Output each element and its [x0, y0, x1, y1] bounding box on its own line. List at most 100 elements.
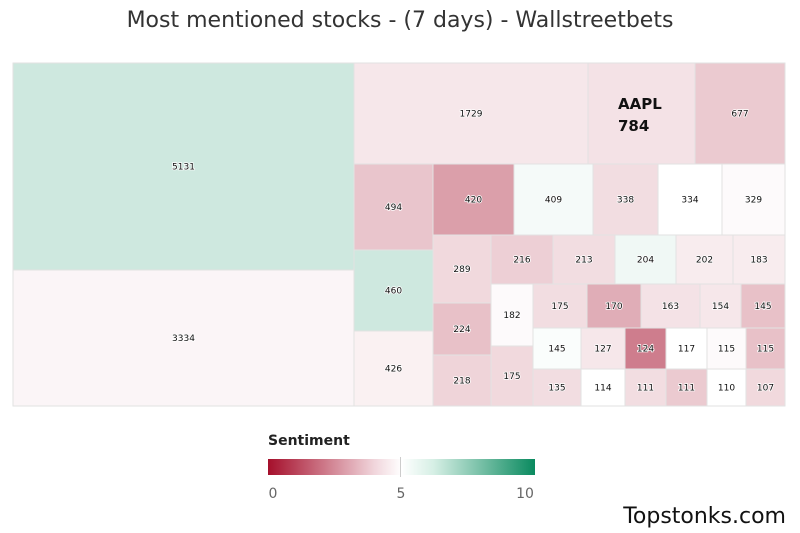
tile-rect: [532, 283, 588, 329]
tile-value-label: 135: [548, 384, 565, 394]
tile-value-label: 677: [731, 110, 748, 120]
tile-value-label: 163: [662, 302, 679, 312]
tile-value-label: 1729: [460, 110, 483, 120]
tile-value-label: 182: [503, 311, 520, 321]
tile-value-label: 3334: [172, 334, 195, 344]
brand-watermark: Topstonks.com: [623, 504, 786, 529]
treemap-tile: 494: [353, 163, 434, 251]
treemap: 5131 3334 1729 AAPL 784 677 494 420 409 338 334 329…: [12, 62, 786, 407]
treemap-tile: 110: [706, 368, 747, 407]
tile-value-label: 145: [754, 302, 771, 312]
tile-value-label: 218: [453, 377, 470, 387]
tile-value-label: 115: [757, 345, 774, 355]
legend-title: Sentiment: [268, 433, 350, 449]
tile-rect: [699, 283, 742, 329]
treemap-tile: 175: [490, 345, 534, 407]
treemap-tile: 183: [732, 234, 786, 285]
tile-value-label: 111: [678, 384, 695, 394]
legend-tick-0: 0: [268, 486, 278, 502]
treemap-tile: 218: [432, 354, 492, 407]
treemap-tile: 289: [432, 234, 492, 304]
legend-midpoint-marker: [400, 457, 403, 477]
tile-value-label: 216: [513, 256, 530, 266]
treemap-tile: 114: [580, 368, 626, 407]
tile-rect: [745, 368, 786, 407]
treemap-tile: 5131: [12, 62, 355, 271]
tile-value-label: 114: [594, 384, 611, 394]
tile-value-label: 124: [637, 345, 654, 355]
treemap-tile: 107: [745, 368, 786, 407]
tile-rect: [586, 283, 642, 329]
treemap-tile: AAPL 784: [587, 62, 696, 165]
tile-value-label: 115: [718, 345, 735, 355]
tile-value-label: 329: [745, 196, 762, 206]
tile-rect: [432, 234, 492, 304]
treemap-tile: 145: [740, 283, 786, 329]
tile-value-label: 154: [712, 302, 729, 312]
tile-value-label: 409: [545, 196, 562, 206]
tile-rect: [432, 302, 492, 356]
treemap-tile: 224: [432, 302, 492, 356]
tile-value-label: 170: [605, 302, 622, 312]
treemap-tile: 334: [657, 163, 723, 236]
tile-rect: [552, 234, 616, 285]
treemap-tile: 426: [353, 330, 434, 407]
treemap-tile: 117: [665, 327, 708, 370]
tile-value-label: 460: [385, 287, 402, 297]
tile-rect: [587, 62, 696, 165]
treemap-tile: 163: [640, 283, 701, 329]
tile-value-label: 224: [453, 325, 470, 335]
tile-value-label: 175: [503, 372, 520, 382]
treemap-tile: 409: [513, 163, 594, 236]
tile-value-label: 183: [750, 256, 767, 266]
treemap-tile: 115: [706, 327, 747, 370]
treemap-tile: 3334: [12, 269, 355, 407]
tile-rect: [721, 163, 786, 236]
tile-value-label: 107: [757, 384, 774, 394]
tile-value-label: 202: [696, 256, 713, 266]
tile-rect: [657, 163, 723, 236]
treemap-tile: 145: [532, 327, 582, 370]
treemap-tile: 338: [592, 163, 659, 236]
tile-rect: [490, 283, 534, 347]
treemap-tile: 124: [624, 327, 667, 370]
tile-rect: [12, 269, 355, 407]
treemap-tile: 111: [665, 368, 708, 407]
tile-rect: [580, 368, 626, 407]
tile-value-label: 117: [678, 345, 695, 355]
legend-tick-10: 10: [516, 486, 534, 502]
tile-rect: [706, 368, 747, 407]
tile-value-label: 426: [385, 365, 402, 375]
tile-value-label: 5131: [172, 163, 195, 173]
tile-value-label: 784: [618, 117, 649, 135]
treemap-tile: 204: [614, 234, 677, 285]
tile-rect: [740, 283, 786, 329]
tile-rect: [353, 62, 589, 165]
tile-rect: [665, 327, 708, 370]
tile-value-label: 420: [465, 196, 482, 206]
tile-value-label: 213: [575, 256, 592, 266]
tile-rect: [580, 327, 626, 370]
tile-rect: [490, 345, 534, 407]
tile-rect: [353, 330, 434, 407]
tile-rect: [12, 62, 355, 271]
chart-title: Most mentioned stocks - (7 days) - Walls…: [126, 8, 674, 33]
treemap-tile: 1729: [353, 62, 589, 165]
tile-rect: [490, 234, 554, 285]
treemap-tile: 170: [586, 283, 642, 329]
treemap-tile: 135: [532, 368, 582, 407]
tile-rect: [640, 283, 701, 329]
tile-value-label: 494: [385, 203, 402, 213]
tile-rect: [624, 327, 667, 370]
tile-rect: [513, 163, 594, 236]
treemap-tile: 115: [745, 327, 786, 370]
tile-value-label: 334: [681, 196, 698, 206]
treemap-tile: 329: [721, 163, 786, 236]
treemap-tile: 213: [552, 234, 616, 285]
tile-value-label: 204: [637, 256, 654, 266]
legend-tick-5: 5: [396, 486, 406, 502]
treemap-tile: 182: [490, 283, 534, 347]
tile-value-label: 145: [548, 345, 565, 355]
tile-value-label: 289: [453, 265, 470, 275]
